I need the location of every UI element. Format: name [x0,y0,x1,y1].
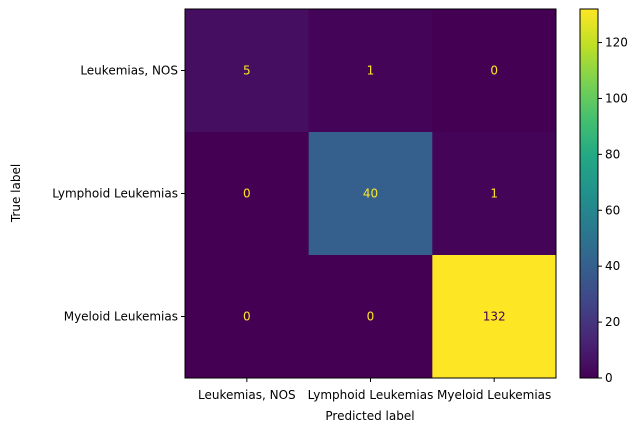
heatmap-cells [185,9,557,379]
cell-value-labels: 5 1 0 0 40 1 0 0 132 [243,64,506,324]
heatmap-cell [432,132,557,256]
x-tick-label: Lymphoid Leukemias [308,388,434,402]
y-axis-label: True label [9,164,23,223]
heatmap-cell [185,255,310,379]
cell-value-label: 1 [490,187,498,201]
colorbar-tick-label: 80 [605,147,620,161]
cell-value-label: 0 [490,64,498,78]
heatmap-cell [308,132,433,256]
colorbar-tick-label: 120 [605,36,628,50]
cell-value-label: 1 [367,64,375,78]
x-tick-label: Leukemias, NOS [198,388,296,402]
heatmap-cell [432,255,557,379]
colorbar-tick-label: 0 [605,371,613,385]
heatmap-cell [308,255,433,379]
y-axis-ticks: Leukemias, NOS Lymphoid Leukemias Myeloid … [52,64,185,324]
y-tick-label: Leukemias, NOS [80,64,178,78]
heatmap-cell [308,9,433,133]
heatmap-cell [185,132,310,256]
y-tick-label: Myeloid Leukemias [64,310,178,324]
heatmap-cell [432,9,557,133]
x-axis-ticks: Leukemias, NOS Lymphoid Leukemias Myeloid … [198,378,551,402]
colorbar-tick-label: 60 [605,203,620,217]
colorbar-tick-label: 100 [605,91,628,105]
heatmap-cell [185,9,310,133]
x-axis-label: Predicted label [325,409,414,423]
cell-value-label: 132 [483,310,506,324]
cell-value-label: 0 [243,187,251,201]
y-tick-label: Lymphoid Leukemias [52,187,178,201]
colorbar-ticks: 0 20 40 60 80 100 120 [598,36,628,385]
colorbar-tick-label: 40 [605,259,620,273]
colorbar-tick-label: 20 [605,315,620,329]
cell-value-label: 0 [367,310,375,324]
x-tick-label: Myeloid Leukemias [437,388,551,402]
cell-value-label: 40 [363,187,378,201]
colorbar [579,8,599,379]
cell-value-label: 5 [243,64,251,78]
cell-value-label: 0 [243,310,251,324]
